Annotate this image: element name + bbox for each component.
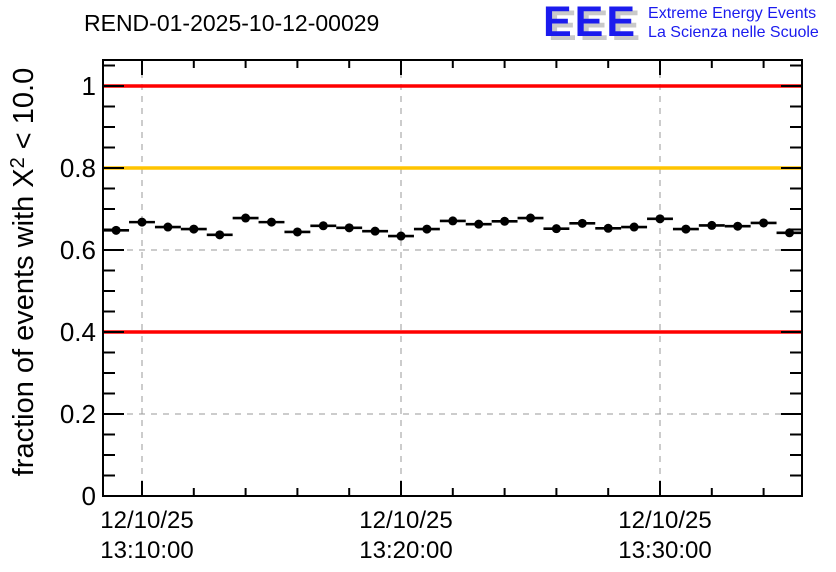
data-point: [785, 228, 794, 238]
data-point: [707, 220, 717, 230]
data-point: [474, 219, 484, 229]
plot-frame: [102, 59, 803, 497]
data-point: [111, 225, 121, 235]
y-tick-label: 0.2: [60, 399, 96, 429]
x-tick-label-time: 13:20:00: [359, 537, 452, 564]
data-point: [422, 224, 432, 234]
data-point: [370, 226, 380, 236]
data-point: [759, 218, 769, 228]
eee-logo-acronym: EEE: [543, 0, 639, 46]
data-point: [292, 227, 302, 237]
x-tick-label-date: 12/10/25: [618, 507, 711, 534]
x-tick-label-time: 13:10:00: [100, 537, 193, 564]
x-tick-label-date: 12/10/25: [100, 507, 193, 534]
data-point: [629, 222, 639, 232]
y-axis-title: fraction of events with X2 < 10.0: [7, 68, 40, 477]
eee-logo-line1: Extreme Energy Events: [648, 5, 817, 22]
x-tick-label-time: 13:30:00: [618, 537, 711, 564]
y-tick-label: 0.8: [60, 153, 96, 183]
data-point: [500, 216, 510, 226]
data-point: [241, 213, 251, 223]
data-point: [189, 224, 199, 234]
y-tick-label: 0.4: [60, 317, 96, 347]
data-point: [526, 213, 535, 223]
data-point: [318, 221, 328, 231]
data-point: [267, 217, 276, 227]
data-point: [448, 216, 458, 226]
data-point: [655, 214, 665, 224]
data-point: [681, 224, 691, 234]
y-tick-label: 0.6: [60, 235, 96, 265]
data-point: [344, 223, 354, 233]
data-point: [137, 217, 147, 227]
eee-logo-text: Extreme Energy Events La Scienza nelle S…: [648, 4, 819, 42]
x-tick-label-date: 12/10/25: [359, 507, 452, 534]
data-point: [396, 231, 406, 241]
y-tick-label: 0: [82, 481, 96, 511]
data-point: [551, 224, 561, 234]
page-title: REND-01-2025-10-12-00029: [84, 10, 380, 36]
data-point: [215, 230, 225, 240]
data-point: [603, 223, 613, 233]
data-point: [733, 221, 743, 231]
data-point: [577, 218, 587, 228]
eee-logo-line2: La Scienza nelle Scuole: [648, 24, 819, 41]
y-tick-label: 1: [82, 71, 96, 101]
eee-logo: EEE Extreme Energy Events La Scienza nel…: [543, 0, 819, 46]
data-point: [163, 222, 173, 232]
